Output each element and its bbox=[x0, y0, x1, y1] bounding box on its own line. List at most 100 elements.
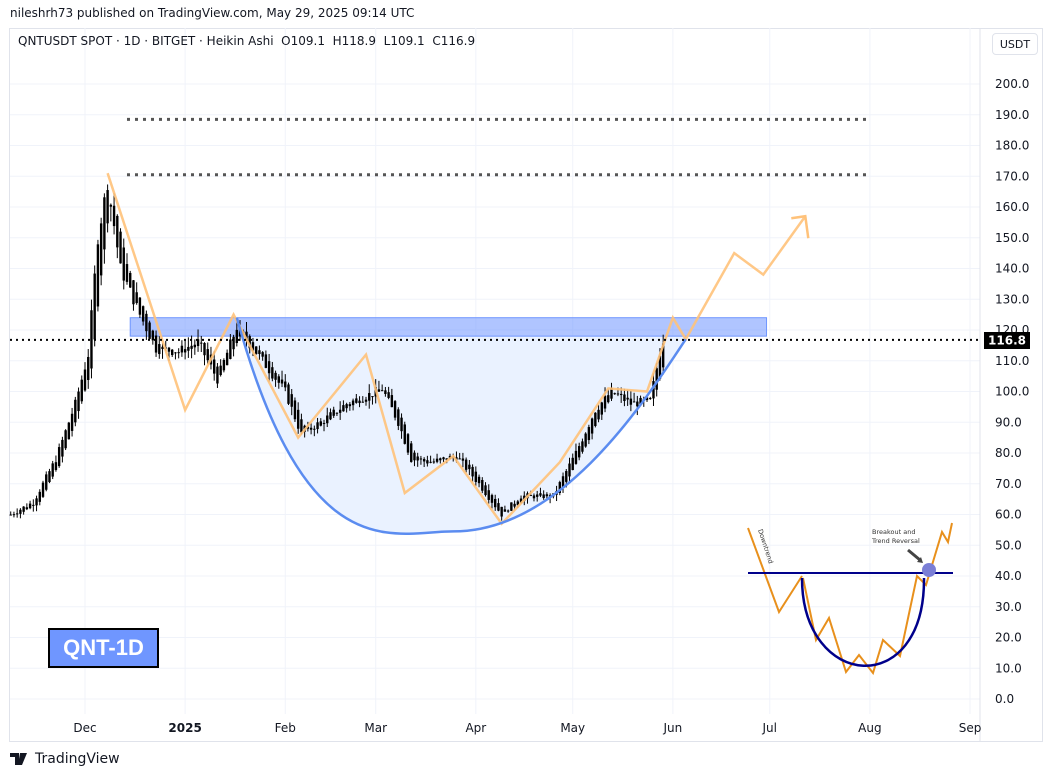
candle bbox=[229, 333, 232, 360]
candle bbox=[484, 482, 487, 497]
candle bbox=[319, 418, 322, 427]
candle bbox=[32, 499, 35, 512]
candle-body bbox=[248, 336, 251, 349]
ticker-badge: QNT-1D bbox=[48, 628, 159, 668]
candle-body bbox=[474, 471, 478, 482]
chart-panel[interactable] bbox=[9, 28, 1043, 742]
candle-body bbox=[581, 441, 584, 452]
candle-body bbox=[335, 412, 339, 414]
candle bbox=[93, 265, 96, 347]
candle bbox=[187, 337, 190, 358]
candle-body bbox=[348, 404, 352, 407]
candle-body bbox=[574, 450, 578, 464]
candle bbox=[568, 457, 571, 482]
candle-body bbox=[267, 361, 271, 374]
candle-body bbox=[77, 391, 80, 412]
candle bbox=[12, 511, 16, 518]
candle-body bbox=[616, 393, 620, 395]
candle-body bbox=[293, 400, 297, 420]
candle-body bbox=[481, 479, 484, 491]
candle-body bbox=[422, 458, 426, 462]
candle-body bbox=[390, 395, 394, 408]
candle bbox=[429, 455, 432, 464]
candle bbox=[329, 408, 332, 421]
candle-body bbox=[529, 495, 532, 497]
candle bbox=[213, 350, 216, 381]
candle-body bbox=[464, 459, 468, 470]
candle-body bbox=[655, 368, 658, 390]
candle-body bbox=[403, 424, 406, 444]
candle-body bbox=[477, 476, 481, 484]
candle-body bbox=[368, 393, 371, 401]
candle-body bbox=[380, 390, 384, 392]
candle bbox=[345, 402, 348, 413]
overlays-back bbox=[126, 117, 870, 534]
tradingview-logo[interactable]: TradingView bbox=[10, 751, 120, 767]
candle bbox=[610, 382, 613, 401]
candle-body bbox=[158, 344, 161, 355]
candle bbox=[338, 401, 342, 420]
candle-body bbox=[306, 426, 310, 429]
cup-curve bbox=[235, 317, 687, 535]
candle bbox=[594, 412, 597, 428]
candle bbox=[290, 389, 293, 416]
projection-arrow-icon bbox=[791, 214, 810, 239]
candle bbox=[393, 400, 397, 421]
candle-body bbox=[661, 343, 665, 368]
candle-body bbox=[135, 292, 138, 304]
y-tick-label: 170.0 bbox=[995, 169, 1029, 183]
candle-body bbox=[284, 381, 287, 388]
candle-body bbox=[413, 452, 416, 461]
candle-body bbox=[623, 394, 626, 402]
candle-body bbox=[219, 365, 222, 376]
candle-body bbox=[322, 422, 326, 424]
candle-body bbox=[313, 428, 316, 430]
candle bbox=[490, 493, 494, 509]
candle-body bbox=[116, 215, 119, 248]
candle-body bbox=[355, 398, 358, 403]
candle-body bbox=[300, 419, 303, 433]
x-tick-label: Apr bbox=[465, 721, 486, 735]
candle bbox=[109, 203, 113, 222]
candle-body bbox=[151, 330, 155, 341]
candle-body bbox=[371, 396, 374, 398]
candle bbox=[232, 334, 235, 357]
candle bbox=[80, 375, 83, 404]
candle-body bbox=[516, 501, 520, 506]
candle-body bbox=[406, 434, 410, 453]
candle bbox=[206, 342, 209, 365]
candle-body bbox=[125, 264, 129, 282]
candle bbox=[216, 363, 219, 388]
candle bbox=[442, 456, 445, 463]
currency-button[interactable]: USDT bbox=[992, 33, 1038, 55]
candle-body bbox=[442, 457, 445, 460]
candle-body bbox=[213, 359, 216, 374]
candle-body bbox=[203, 342, 206, 356]
candle-body bbox=[577, 446, 581, 458]
candle bbox=[300, 413, 303, 435]
candle-body bbox=[167, 347, 171, 352]
inset-breakout-label: Breakout and bbox=[872, 528, 915, 536]
candle-body bbox=[74, 399, 77, 423]
candle-body bbox=[54, 462, 58, 470]
candle bbox=[326, 407, 329, 428]
candle bbox=[377, 380, 381, 392]
candle bbox=[355, 393, 358, 404]
candle-body bbox=[629, 398, 633, 405]
candle bbox=[77, 387, 80, 419]
candle-body bbox=[225, 352, 229, 366]
candle bbox=[474, 466, 478, 486]
candle-body bbox=[636, 401, 639, 407]
x-tick-label: Aug bbox=[858, 721, 881, 735]
candle-body bbox=[9, 514, 12, 516]
candle-body bbox=[432, 461, 436, 463]
candle-body bbox=[613, 393, 616, 395]
candle bbox=[384, 386, 387, 397]
candle bbox=[28, 500, 32, 510]
candle bbox=[406, 433, 410, 456]
candle bbox=[477, 474, 481, 488]
candle bbox=[500, 506, 503, 521]
candle bbox=[54, 455, 58, 472]
ohlc-low: L109.1 bbox=[383, 34, 425, 48]
